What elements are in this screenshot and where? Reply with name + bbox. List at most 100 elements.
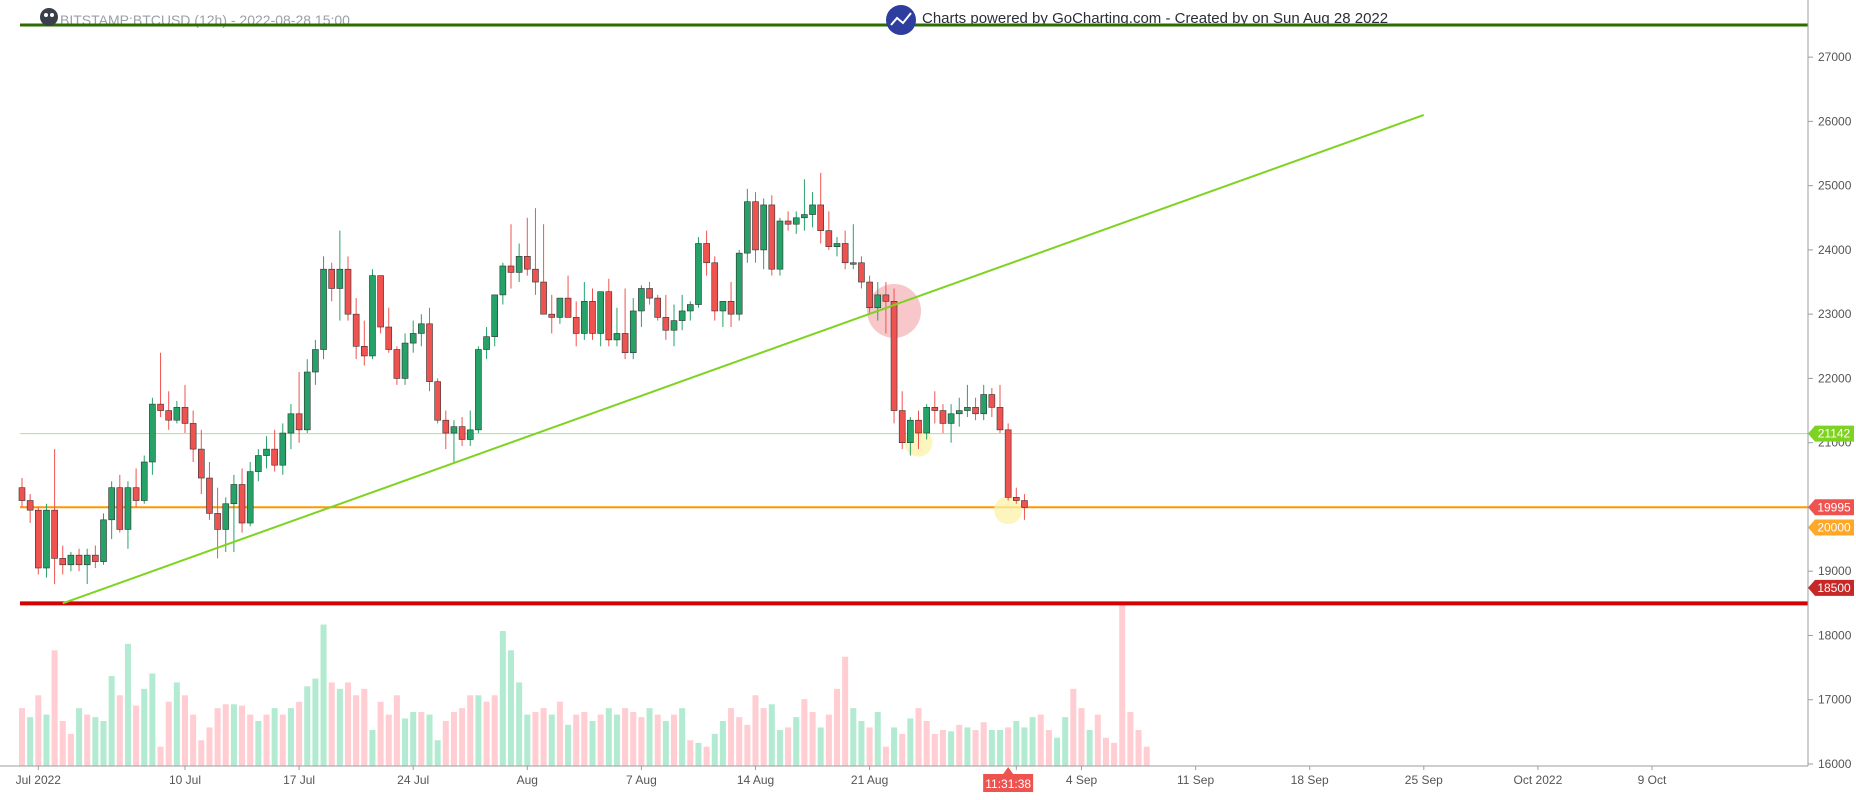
volume-bar [271,708,278,766]
candle-body [548,313,556,318]
candle-body [442,419,450,434]
candle-body [817,204,825,231]
candle [833,237,841,257]
candle [312,339,319,385]
volume-bar [328,682,335,766]
chart-settings-icon [40,8,58,26]
candle-body [43,509,50,569]
candle [597,291,604,347]
candle [955,397,963,427]
candle-body [385,326,393,350]
candle [18,478,26,507]
candle [825,211,833,250]
candle [629,298,637,360]
trendlines [62,114,1425,605]
candle [507,224,515,289]
x-tick-label: Oct 2022 [1514,773,1563,787]
volume-bar [980,722,987,766]
candle-body [581,301,588,334]
candle [458,416,466,446]
volume-bar [866,727,873,766]
candle [874,282,882,321]
volume-bar [369,730,376,766]
candle-body [320,268,327,350]
time-tag-bg [983,767,1034,792]
volume-bar [613,714,620,766]
candle [817,172,825,244]
volume-bar [263,714,270,766]
candle [442,410,450,450]
candle-body [874,294,882,309]
volume-bar [312,678,319,766]
candle [841,230,849,270]
volume-bar [214,708,221,766]
candle [295,372,303,443]
candle [866,275,873,315]
candle-body [858,262,865,283]
volume-bar [1119,601,1126,766]
price-tag-label: 20000 [1817,521,1851,535]
volume-bar [825,714,832,766]
candle [727,282,735,328]
volume-bar [662,721,669,766]
candle [287,404,295,450]
candle-body [629,310,637,354]
candle-body [678,310,686,321]
candle-body [475,349,482,431]
volume-bar [997,730,1003,766]
candle [532,208,539,295]
volume-bar [230,704,237,766]
volume-bar [76,708,83,766]
candle [499,262,507,305]
candle [271,429,278,472]
candle [898,391,906,450]
candle [59,545,67,575]
volume-bar [939,730,946,766]
volume-bar [1045,730,1052,766]
volume-bar [874,712,881,766]
candle [670,304,678,347]
volume-bar [858,721,865,766]
candle [711,256,719,321]
volume-bar [1070,688,1077,766]
volume-bar [964,727,971,766]
candle-body [263,448,270,456]
candle [100,513,107,565]
candles [18,172,1028,585]
candle-body [401,342,409,379]
candle [51,449,58,585]
green-trendline [62,114,1425,605]
time-tag-label: 11:31:38 [985,777,1031,791]
candle-body [214,513,221,530]
volume-bar [157,746,164,766]
candle-body [1004,429,1012,498]
candle-body [369,275,376,357]
volume-bar [923,721,930,766]
candle-body [466,429,474,440]
candle-body [1012,497,1020,501]
candle-body [523,256,531,270]
candle-body [83,554,91,566]
y-tick-label: 26000 [1818,114,1852,128]
candle-body [360,346,368,357]
candle-body [222,503,230,530]
candle [475,346,482,434]
candle [393,346,401,385]
volume-bar [345,682,351,766]
candle-body [157,403,164,411]
logo-chart-line [890,12,912,26]
candle-body [744,201,751,254]
volume-bar [304,686,311,766]
volume-bar [255,721,262,766]
candle [401,333,409,385]
volume-bar [1086,730,1093,766]
volume-bar [899,733,906,766]
candle-body [165,410,172,421]
logo-circle [886,5,916,35]
candle [222,497,230,552]
candle-body [605,291,613,341]
volume-bar [475,695,482,766]
volume-bar [1135,730,1142,766]
candle [1012,487,1020,504]
